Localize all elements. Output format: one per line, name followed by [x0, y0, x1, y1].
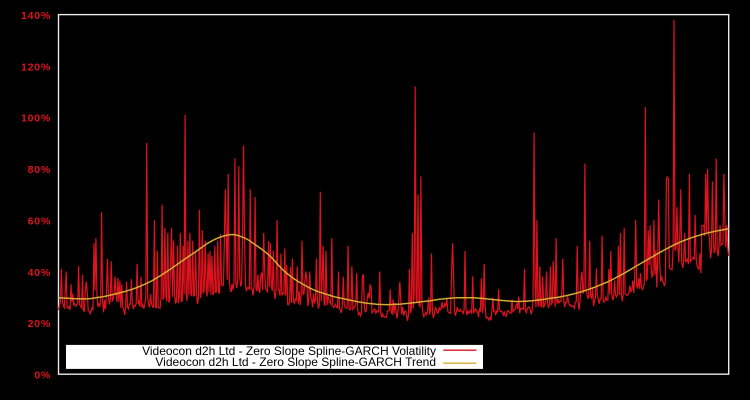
- svg-text:40%: 40%: [28, 267, 51, 279]
- svg-text:20%: 20%: [28, 318, 51, 330]
- svg-text:60%: 60%: [28, 215, 51, 227]
- svg-text:100%: 100%: [21, 113, 51, 125]
- svg-text:Videocon d2h Ltd - Zero Slope: Videocon d2h Ltd - Zero Slope Spline-GAR…: [142, 344, 436, 358]
- svg-text:80%: 80%: [28, 164, 51, 176]
- svg-text:Videocon d2h Ltd - Zero Slope: Videocon d2h Ltd - Zero Slope Spline-GAR…: [155, 355, 436, 369]
- svg-text:140%: 140%: [21, 10, 51, 22]
- svg-text:120%: 120%: [21, 61, 51, 73]
- svg-text:0%: 0%: [34, 370, 51, 382]
